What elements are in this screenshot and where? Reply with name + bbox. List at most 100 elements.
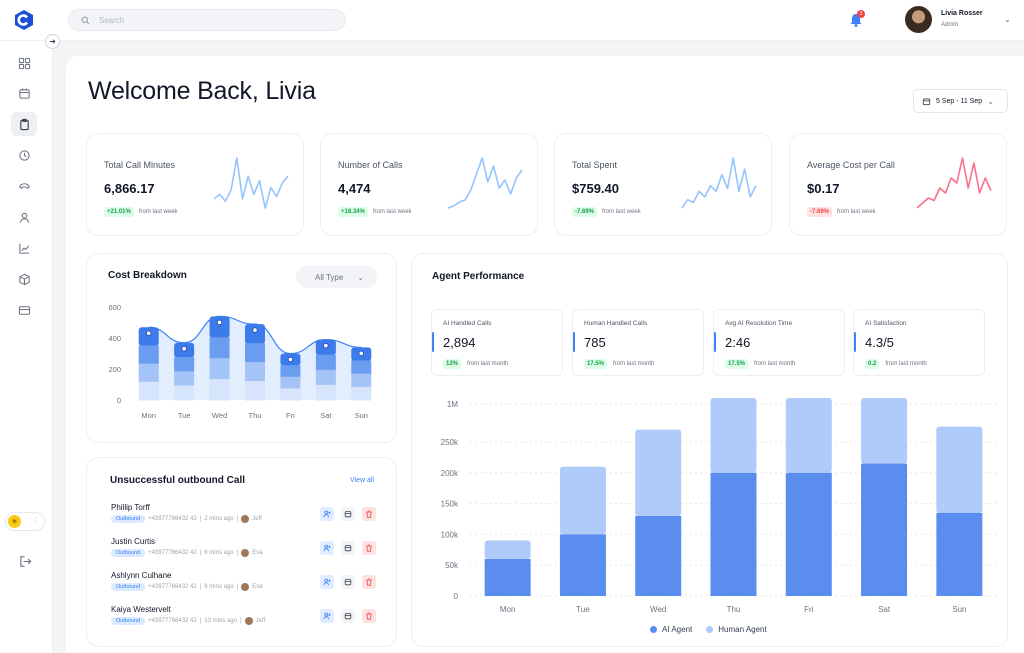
assign-user-button[interactable] bbox=[320, 507, 334, 521]
top-bar: 3 Livia Rosser Admin ⌄ bbox=[0, 0, 1024, 41]
bar-segment bbox=[351, 386, 372, 401]
delete-button[interactable] bbox=[362, 575, 376, 589]
x-tick-label: Thu bbox=[727, 605, 741, 614]
agent-avatar bbox=[241, 549, 250, 557]
call-type-tag: Outbound bbox=[111, 515, 146, 523]
sparkline bbox=[681, 157, 757, 209]
bar-marker bbox=[358, 350, 364, 357]
sidebar-item-billing[interactable] bbox=[11, 298, 37, 322]
sun-icon: ☀ bbox=[8, 515, 21, 528]
user-plus-icon bbox=[323, 510, 331, 518]
bar-ai-agent bbox=[710, 472, 757, 596]
stat-value: 6,866.17 bbox=[104, 181, 155, 196]
x-tick-label: Tue bbox=[178, 411, 191, 420]
user-plus-icon bbox=[323, 578, 331, 586]
chevron-down-icon: ⌄ bbox=[987, 96, 994, 106]
bar-ai-agent bbox=[484, 559, 531, 596]
call-type-tag: Outbound bbox=[111, 583, 146, 591]
search-icon bbox=[81, 16, 90, 24]
caller-name: Justin Curtis bbox=[111, 537, 156, 546]
agent-name: Jeff bbox=[255, 618, 266, 624]
bar-ai-agent bbox=[936, 512, 983, 596]
stat-label: Average Cost per Call bbox=[807, 160, 895, 170]
logout-icon[interactable] bbox=[19, 555, 32, 568]
page-title: Welcome Back, Livia bbox=[88, 77, 316, 105]
avatar[interactable] bbox=[905, 6, 932, 33]
sidebar-item-calls[interactable] bbox=[11, 174, 37, 198]
assign-user-button[interactable] bbox=[320, 609, 334, 623]
x-tick-label: Sat bbox=[878, 605, 891, 614]
bar-human-agent bbox=[785, 398, 832, 473]
search-bar[interactable] bbox=[68, 9, 346, 31]
legend-item[interactable]: Human Agent bbox=[706, 625, 767, 634]
x-tick-label: Fri bbox=[286, 411, 295, 420]
delete-button[interactable] bbox=[362, 507, 376, 521]
sidebar-item-analytics[interactable] bbox=[11, 236, 37, 260]
sidebar-item-calendar[interactable] bbox=[11, 81, 37, 105]
sidebar-item-users[interactable] bbox=[11, 205, 37, 229]
stat-value: 4,474 bbox=[338, 181, 371, 196]
bar-segment bbox=[280, 388, 301, 401]
sidebar-item-products[interactable] bbox=[11, 267, 37, 291]
calendar-icon bbox=[18, 87, 30, 99]
agent-name: Eva bbox=[252, 584, 263, 590]
bar-human-agent bbox=[484, 540, 531, 560]
delete-button[interactable] bbox=[362, 541, 376, 555]
calendar-icon bbox=[344, 511, 352, 518]
user-name: Livia Rosser bbox=[941, 10, 983, 17]
sidebar-item-tasks[interactable] bbox=[11, 112, 37, 136]
bar-marker bbox=[252, 327, 258, 333]
schedule-button[interactable] bbox=[341, 609, 355, 623]
type-filter-select[interactable]: All Type ⌄ bbox=[296, 266, 377, 288]
legend-label: AI Agent bbox=[662, 625, 693, 634]
app-logo[interactable] bbox=[14, 9, 34, 31]
search-input[interactable] bbox=[99, 15, 299, 25]
call-time: 13 mins ago bbox=[204, 618, 237, 624]
sparkline-path bbox=[213, 157, 289, 209]
x-tick-label: Mon bbox=[500, 605, 516, 614]
bar-segment bbox=[245, 324, 265, 344]
bar-segment bbox=[351, 360, 372, 375]
x-tick-label: Sun bbox=[355, 411, 368, 420]
schedule-button[interactable] bbox=[341, 507, 355, 521]
sidebar-expand-button[interactable]: ➜ bbox=[45, 34, 60, 49]
kpi-value: 2,894 bbox=[443, 335, 476, 350]
chevron-down-icon: ⌄ bbox=[357, 272, 365, 282]
schedule-button[interactable] bbox=[341, 575, 355, 589]
change-note: from last week bbox=[372, 209, 412, 215]
card-icon bbox=[18, 305, 30, 315]
assign-user-button[interactable] bbox=[320, 575, 334, 589]
theme-toggle[interactable]: ☀ ☾ bbox=[5, 512, 45, 531]
call-time: 8 mins ago bbox=[204, 584, 234, 590]
sidebar-item-history[interactable] bbox=[11, 143, 37, 167]
sidebar-item-dashboard[interactable] bbox=[11, 51, 37, 75]
agent-name: Jeff bbox=[252, 516, 262, 522]
y-tick-label: 0 bbox=[117, 396, 121, 405]
legend-item[interactable]: AI Agent bbox=[650, 625, 692, 634]
assign-user-button[interactable] bbox=[320, 541, 334, 555]
y-tick-label: 150k bbox=[441, 500, 459, 509]
change-badge: +18.34% bbox=[338, 207, 368, 217]
sparkline-path bbox=[916, 157, 992, 209]
bar-marker bbox=[323, 342, 329, 349]
date-range-picker[interactable]: 5 Sep - 11 Sep ⌄ bbox=[913, 89, 1008, 113]
grid-icon bbox=[18, 57, 30, 69]
delete-button[interactable] bbox=[362, 609, 376, 623]
kpi-label: Human Handled Calls bbox=[584, 320, 648, 327]
kpi-card-resolution-time: Avg AI Resolution Time 2:46 17.5% from la… bbox=[713, 309, 845, 376]
unsuccessful-calls-panel: Unsuccessful outbound Call View all Phil… bbox=[86, 457, 397, 647]
bar-marker bbox=[181, 346, 187, 352]
bar-human-agent bbox=[559, 466, 606, 535]
chevron-down-icon[interactable]: ⌄ bbox=[1004, 15, 1011, 24]
phone-icon bbox=[18, 182, 30, 189]
bar-human-agent bbox=[936, 426, 983, 513]
schedule-button[interactable] bbox=[341, 541, 355, 555]
list-item: Ashlynn Culhane Outbound +43977766432 42 |… bbox=[111, 571, 377, 597]
user-icon bbox=[19, 212, 29, 223]
date-range-label: 5 Sep - 11 Sep bbox=[936, 97, 983, 105]
change-badge: -7.69% bbox=[807, 207, 833, 217]
bar-segment bbox=[209, 337, 230, 359]
change-badge: -7.69% bbox=[572, 207, 598, 217]
view-all-link[interactable]: View all bbox=[350, 477, 374, 484]
caller-name: Phillip Torff bbox=[111, 503, 150, 512]
